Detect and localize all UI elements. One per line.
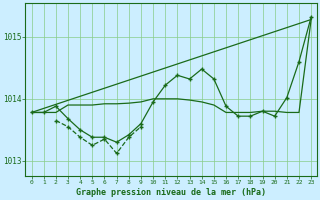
X-axis label: Graphe pression niveau de la mer (hPa): Graphe pression niveau de la mer (hPa)	[76, 188, 266, 197]
